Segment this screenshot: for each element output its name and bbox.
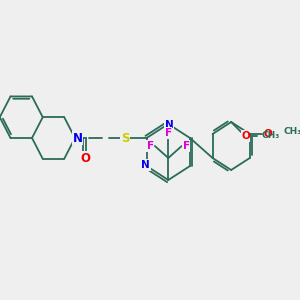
Text: CH₃: CH₃: [262, 131, 280, 140]
Text: F: F: [165, 128, 172, 138]
Text: N: N: [141, 160, 150, 170]
Text: O: O: [241, 131, 250, 141]
Text: F: F: [147, 141, 154, 151]
Text: F: F: [183, 141, 190, 151]
Text: S: S: [121, 131, 129, 145]
Text: CH₃: CH₃: [284, 127, 300, 136]
Text: O: O: [263, 129, 272, 139]
Text: N: N: [165, 120, 174, 130]
Text: O: O: [81, 152, 91, 164]
Text: N: N: [73, 131, 83, 145]
